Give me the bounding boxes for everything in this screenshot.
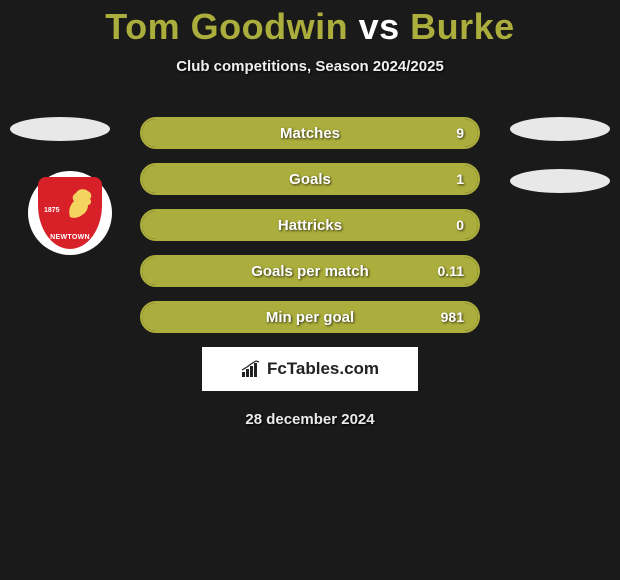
badge-year: 1875 [44, 207, 60, 214]
stat-rows: Matches 9 Goals 1 Hattricks 0 Goals per … [140, 117, 480, 333]
player2-placeholder-icon [510, 117, 610, 141]
stat-label: Goals per match [142, 257, 478, 285]
stat-row-min-per-goal: Min per goal 981 [140, 301, 480, 333]
stat-row-goals-per-match: Goals per match 0.11 [140, 255, 480, 287]
stat-value: 1 [456, 165, 464, 193]
stat-value: 0 [456, 211, 464, 239]
stat-value: 9 [456, 119, 464, 147]
comparison-title: Tom Goodwin vs Burke [0, 0, 620, 48]
shield-icon: 1875 NEWTOWN [38, 177, 102, 249]
date-text: 28 december 2024 [0, 411, 620, 428]
brand-text: FcTables.com [267, 359, 379, 379]
player1-club-badge: 1875 NEWTOWN [28, 171, 112, 255]
stat-label: Matches [142, 119, 478, 147]
stat-label: Goals [142, 165, 478, 193]
player2-club-placeholder-icon [510, 169, 610, 193]
stat-label: Hattricks [142, 211, 478, 239]
stat-label: Min per goal [142, 303, 478, 331]
stat-value: 0.11 [438, 257, 464, 285]
brand-badge: FcTables.com [202, 347, 418, 391]
player1-placeholder-icon [10, 117, 110, 141]
subtitle: Club competitions, Season 2024/2025 [0, 58, 620, 75]
stats-section: 1875 NEWTOWN Matches 9 Goals 1 Hattricks… [0, 117, 620, 333]
vs-text: vs [359, 6, 400, 47]
stat-value: 981 [441, 303, 464, 331]
bar-chart-icon [241, 360, 263, 378]
stat-row-hattricks: Hattricks 0 [140, 209, 480, 241]
player2-name: Burke [410, 6, 515, 47]
badge-text: NEWTOWN [38, 234, 102, 241]
stat-row-matches: Matches 9 [140, 117, 480, 149]
griffin-icon [64, 187, 94, 221]
stat-row-goals: Goals 1 [140, 163, 480, 195]
player1-name: Tom Goodwin [105, 6, 348, 47]
